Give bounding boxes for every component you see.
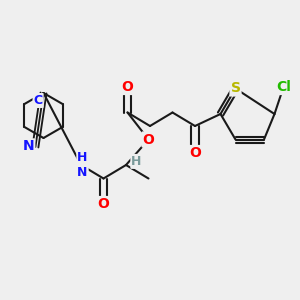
Text: S: S xyxy=(230,82,241,95)
Text: O: O xyxy=(189,146,201,160)
Text: H: H xyxy=(131,155,142,168)
Text: N: N xyxy=(23,140,34,153)
Text: O: O xyxy=(142,133,154,146)
Text: O: O xyxy=(122,80,134,94)
Text: C: C xyxy=(34,94,43,107)
Text: Cl: Cl xyxy=(276,80,291,94)
Text: O: O xyxy=(98,197,110,211)
Text: H
N: H N xyxy=(77,151,88,179)
